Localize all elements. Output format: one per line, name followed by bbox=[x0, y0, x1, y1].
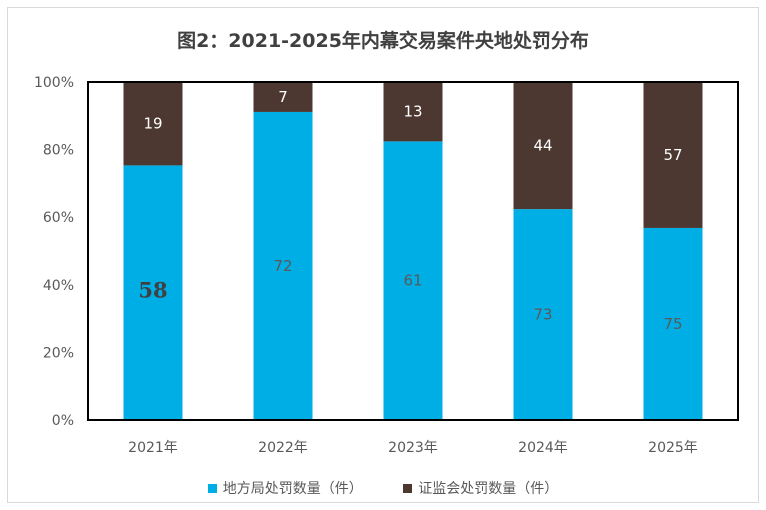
y-tick-label: 20% bbox=[43, 345, 74, 361]
bar-local bbox=[253, 111, 313, 420]
bar-local bbox=[643, 227, 703, 420]
bar-local bbox=[513, 209, 573, 420]
x-tick-label: 2022年 bbox=[258, 440, 308, 456]
legend-swatch-local bbox=[207, 483, 217, 493]
chart-title: 图2：2021-2025年内幕交易案件央地处罚分布 bbox=[177, 30, 589, 52]
legend-item-csrc: 证监会处罚数量（件） bbox=[403, 478, 558, 498]
legend-label-local: 地方局处罚数量（件） bbox=[222, 481, 363, 497]
y-tick-label: 0% bbox=[52, 413, 74, 429]
bar-csrc bbox=[253, 82, 313, 112]
legend: 地方局处罚数量（件） 证监会处罚数量（件） bbox=[0, 478, 766, 498]
data-label-csrc: 7 bbox=[278, 88, 288, 106]
bar-local bbox=[383, 141, 443, 421]
y-tick-label: 60% bbox=[43, 210, 74, 226]
legend-item-local: 地方局处罚数量（件） bbox=[207, 478, 363, 498]
bar-csrc bbox=[643, 82, 703, 228]
x-tick-label: 2025年 bbox=[648, 440, 698, 456]
bar-local bbox=[123, 165, 183, 420]
plot-border bbox=[87, 81, 739, 421]
x-tick-label: 2021年 bbox=[128, 440, 178, 456]
bar-csrc bbox=[513, 82, 573, 210]
data-label-csrc: 19 bbox=[143, 115, 162, 133]
data-label-local: 75 bbox=[663, 315, 682, 333]
y-tick-label: 40% bbox=[43, 278, 74, 294]
data-label-local: 72 bbox=[273, 257, 292, 275]
legend-swatch-csrc bbox=[403, 483, 413, 493]
data-label-local: 73 bbox=[533, 306, 552, 324]
y-tick-label: 80% bbox=[43, 143, 74, 159]
bar-csrc bbox=[383, 82, 443, 142]
x-tick-label: 2023年 bbox=[388, 440, 438, 456]
data-label-local: 61 bbox=[403, 272, 422, 290]
data-label-csrc: 13 bbox=[403, 103, 422, 121]
data-label-local: 58 bbox=[138, 278, 167, 303]
bar-csrc bbox=[123, 82, 183, 166]
legend-label-csrc: 证监会处罚数量（件） bbox=[418, 481, 559, 497]
x-tick-label: 2024年 bbox=[518, 440, 568, 456]
y-tick-label: 100% bbox=[34, 75, 74, 91]
data-label-csrc: 44 bbox=[533, 137, 552, 155]
data-label-csrc: 57 bbox=[663, 146, 682, 164]
